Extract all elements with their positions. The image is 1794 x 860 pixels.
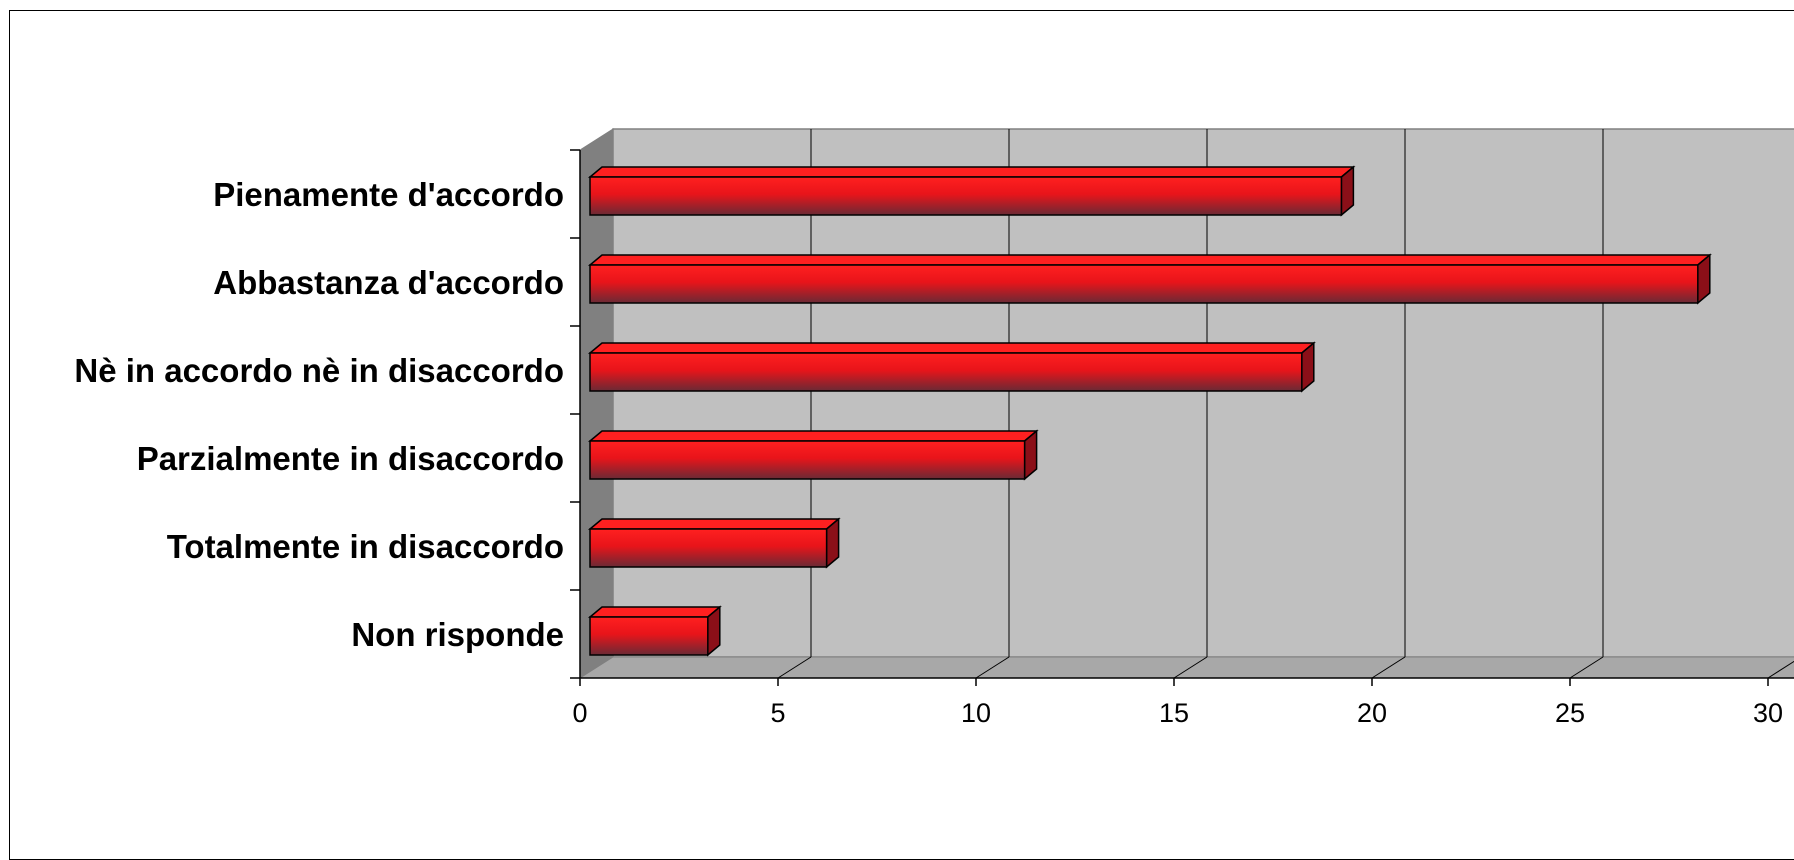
bar-front-face bbox=[589, 616, 709, 656]
bar bbox=[587, 341, 1316, 393]
x-tick-label: 15 bbox=[1159, 698, 1189, 728]
floor-gridline bbox=[1569, 656, 1604, 679]
category-label: Nè in accordo nè in disaccordo bbox=[74, 352, 564, 389]
bar-top-face bbox=[587, 342, 1316, 354]
floor-gridline bbox=[1371, 656, 1406, 679]
x-tick-label: 10 bbox=[961, 698, 991, 728]
plot-floor bbox=[578, 656, 1794, 679]
bar-front-face bbox=[589, 352, 1303, 392]
floor-gridline bbox=[975, 656, 1010, 679]
category-label: Non risponde bbox=[351, 616, 564, 653]
bar bbox=[587, 517, 841, 569]
x-tick-label: 5 bbox=[770, 698, 785, 728]
x-tick-label: 30 bbox=[1753, 698, 1783, 728]
bar-front-face bbox=[589, 264, 1699, 304]
x-tick-label: 25 bbox=[1555, 698, 1585, 728]
bar bbox=[587, 165, 1356, 217]
bar-top-face bbox=[587, 254, 1712, 266]
bar bbox=[587, 429, 1039, 481]
x-tick-label: 0 bbox=[572, 698, 587, 728]
bar bbox=[587, 253, 1712, 305]
bar bbox=[587, 605, 722, 657]
category-label: Totalmente in disaccordo bbox=[167, 528, 564, 565]
bar-top-face bbox=[587, 430, 1039, 442]
category-label: Pienamente d'accordo bbox=[213, 176, 564, 213]
x-tick-label: 20 bbox=[1357, 698, 1387, 728]
category-label: Abbastanza d'accordo bbox=[213, 264, 564, 301]
floor-gridline bbox=[1767, 660, 1794, 679]
bar-top-face bbox=[587, 518, 841, 530]
floor-gridline bbox=[1173, 656, 1208, 679]
floor-gridline bbox=[777, 656, 812, 679]
bar-front-face bbox=[589, 176, 1343, 216]
category-label: Parzialmente in disaccordo bbox=[137, 440, 564, 477]
bar-front-face bbox=[589, 440, 1026, 480]
bar-top-face bbox=[587, 606, 722, 618]
bar-top-face bbox=[587, 166, 1356, 178]
bar-front-face bbox=[589, 528, 828, 568]
